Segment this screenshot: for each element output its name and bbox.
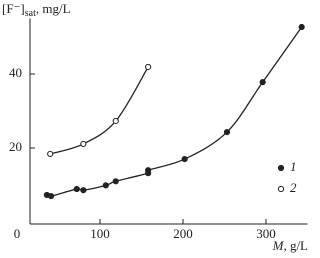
data-point bbox=[112, 178, 119, 185]
x-tick-label: 100 bbox=[90, 226, 110, 241]
legend-label: 2 bbox=[290, 180, 297, 195]
y-tick-label: 20 bbox=[9, 139, 22, 154]
data-point bbox=[47, 150, 54, 158]
x-axis-title: M, g/L bbox=[272, 238, 308, 253]
y-label-unit: , mg/L bbox=[36, 1, 71, 16]
data-point bbox=[80, 140, 87, 148]
x-label: M bbox=[272, 238, 285, 253]
data-point bbox=[112, 117, 119, 125]
fit-curve bbox=[50, 66, 149, 155]
data-point bbox=[181, 156, 188, 163]
x-tick-label: 200 bbox=[173, 226, 193, 241]
x-tick-label: 0 bbox=[14, 226, 21, 241]
data-point bbox=[80, 187, 87, 194]
y-label: [F⁻] bbox=[2, 1, 25, 16]
legend-label: 1 bbox=[290, 159, 297, 174]
fit-curve bbox=[46, 26, 303, 198]
chart: [F⁻]sat, mg/L M, g/L 0 100 200 300 20 40 1 2 bbox=[2, 1, 308, 253]
data-point bbox=[47, 193, 55, 200]
x-tick-label: 300 bbox=[256, 226, 276, 241]
data-point bbox=[259, 79, 266, 86]
data-point bbox=[145, 63, 152, 71]
y-label-sub: sat bbox=[25, 8, 36, 19]
legend-marker bbox=[277, 164, 285, 172]
y-tick-label: 40 bbox=[9, 65, 22, 80]
data-point bbox=[298, 23, 305, 31]
data-point bbox=[73, 185, 80, 193]
data-point bbox=[102, 182, 109, 189]
legend-marker bbox=[277, 185, 285, 193]
data-point bbox=[145, 167, 152, 174]
data-point bbox=[223, 128, 231, 136]
x-label-unit: , g/L bbox=[283, 238, 308, 253]
y-axis-title: [F⁻]sat, mg/L bbox=[2, 1, 71, 19]
